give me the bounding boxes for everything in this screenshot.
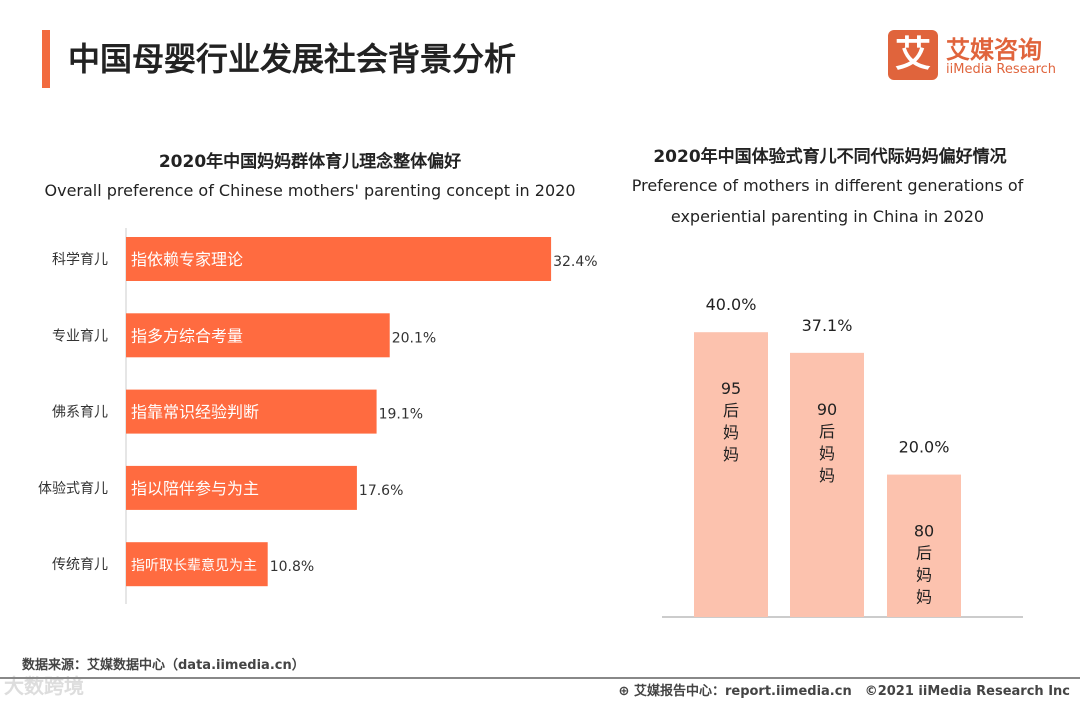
category-label: 科学育儿 — [52, 252, 108, 268]
category-label: 佛系育儿 — [52, 405, 108, 421]
right-chart-subtitle-2: experiential parenting in China in 2020 — [670, 207, 985, 226]
bar-inner-label: 95 — [721, 379, 741, 398]
data-label: 17.6% — [359, 483, 403, 499]
data-label: 10.8% — [270, 559, 314, 575]
bar-inner-label: 妈 — [819, 444, 835, 463]
bar-description: 指以陪伴参与为主 — [131, 479, 259, 498]
bar — [694, 332, 768, 617]
logo-en: iiMedia Research — [946, 62, 1057, 77]
left-chart-title: 2020年中国妈妈群体育儿理念整体偏好 — [158, 152, 462, 172]
bar — [126, 465, 357, 510]
bar-inner-label: 妈 — [819, 466, 835, 485]
bar-inner-label: 妈 — [916, 566, 932, 585]
bar-inner-label: 后 — [723, 401, 739, 420]
logo-cn: 艾媒咨询 — [946, 36, 1042, 64]
bar — [126, 542, 268, 587]
bar-description: 指依赖专家理论 — [131, 250, 243, 269]
bar-description: 指靠常识经验判断 — [131, 403, 259, 422]
bar-inner-label: 后 — [916, 544, 932, 563]
watermark: 大数跨境 — [4, 674, 84, 698]
right-chart-subtitle-1: Preference of mothers in different gener… — [631, 176, 1024, 195]
right-chart-title: 2020年中国体验式育儿不同代际妈妈偏好情况 — [653, 147, 1007, 167]
bar-inner-label: 妈 — [916, 588, 932, 607]
data-label: 20.0% — [899, 438, 950, 457]
bar — [126, 389, 377, 434]
data-label: 40.0% — [706, 295, 757, 314]
bar — [887, 474, 961, 617]
data-label: 32.4% — [553, 254, 597, 270]
bar-inner-label: 妈 — [723, 423, 739, 442]
bar-inner-label: 80 — [914, 522, 934, 541]
bar-inner-label: 妈 — [723, 445, 739, 464]
bar-description: 指多方综合考量 — [131, 326, 243, 345]
bar — [126, 313, 390, 358]
title-accent-bar — [42, 30, 50, 88]
category-label: 传统育儿 — [52, 557, 108, 573]
category-label: 专业育儿 — [52, 328, 108, 344]
iimedia-logo: 艾 艾媒咨询 iiMedia Research — [888, 30, 1068, 82]
data-label: 37.1% — [802, 316, 853, 335]
bar-inner-label: 90 — [817, 400, 837, 419]
data-label: 19.1% — [379, 407, 423, 423]
left-chart-subtitle: Overall preference of Chinese mothers' p… — [44, 181, 576, 200]
page-title: 中国母婴行业发展社会背景分析 — [68, 40, 517, 78]
bar-inner-label: 后 — [819, 422, 835, 441]
data-source: 数据来源：艾媒数据中心（data.iimedia.cn） — [22, 658, 305, 673]
bar-description: 指听取长辈意见为主 — [131, 557, 257, 574]
bar — [790, 352, 864, 617]
bar — [126, 237, 552, 281]
category-label: 体验式育儿 — [38, 481, 108, 497]
footer-divider — [0, 677, 1080, 679]
data-label: 20.1% — [392, 330, 436, 346]
logo-mark: 艾 — [888, 30, 938, 80]
footer-report: ⊕ 艾媒报告中心：report.iimedia.cn ©2021 iiMedia… — [618, 684, 1070, 699]
